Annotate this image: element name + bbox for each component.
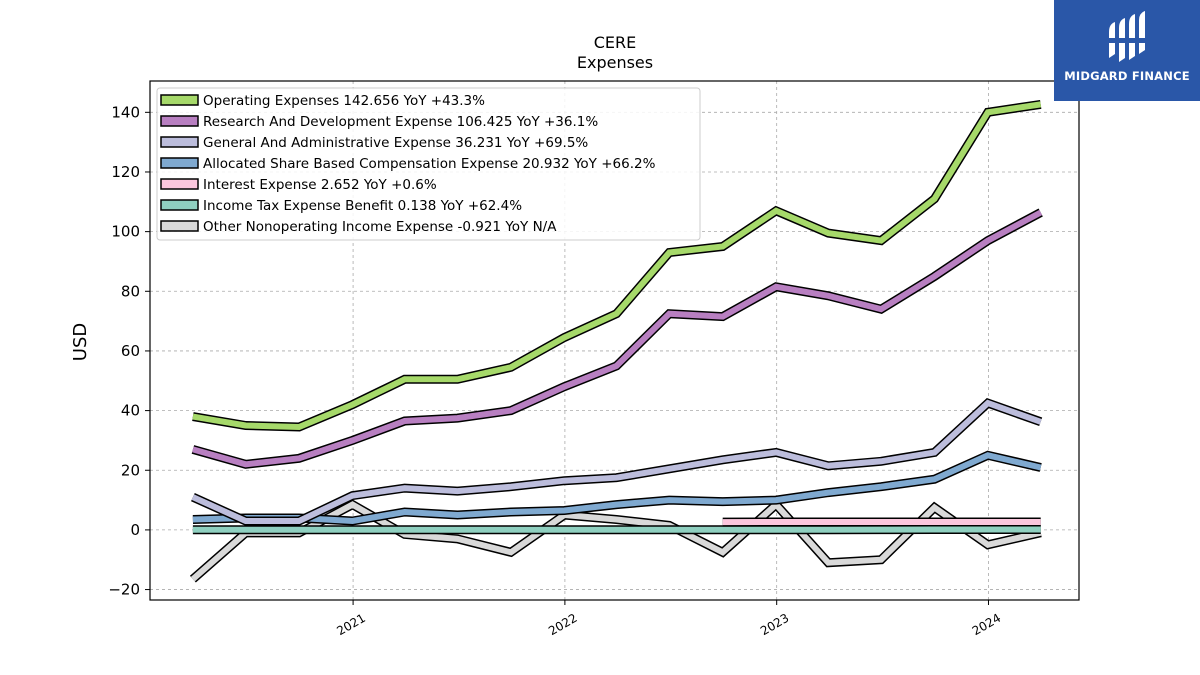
y-axis-label: USD xyxy=(70,323,91,361)
y-tick-label: −20 xyxy=(108,581,140,599)
legend: Operating Expenses 142.656 YoY +43.3% Res… xyxy=(156,87,701,241)
series-line xyxy=(190,500,1042,582)
legend-swatch xyxy=(160,157,199,169)
legend-swatch xyxy=(160,220,199,232)
legend-entry: Other Nonoperating Income Expense -0.921… xyxy=(203,219,557,235)
series-line xyxy=(192,209,1043,468)
x-tick-label: 2022 xyxy=(546,611,579,638)
series-line xyxy=(192,452,1042,525)
y-tick-label: 0 xyxy=(130,521,140,539)
y-tick-label: 60 xyxy=(121,342,140,360)
series-research-and-development-expense xyxy=(191,208,1043,469)
logo-text: MIDGARD FINANCE xyxy=(1064,69,1190,83)
legend-box xyxy=(156,87,701,241)
chart-subtitle: Expenses xyxy=(577,53,653,72)
x-tick-label: 2024 xyxy=(970,611,1003,638)
series-operating-expenses xyxy=(192,99,1042,432)
legend-entry: Interest Expense 2.652 YoY +0.6% xyxy=(203,177,437,193)
legend-entry: General And Administrative Expense 36.23… xyxy=(203,135,588,151)
series-allocated-share-based-compensation-expense xyxy=(192,450,1042,526)
y-tick-label: 20 xyxy=(121,461,140,479)
legend-entry: Income Tax Expense Benefit 0.138 YoY +62… xyxy=(203,198,522,214)
x-tick-label: 2023 xyxy=(758,611,791,638)
legend-entry: Allocated Share Based Compensation Expen… xyxy=(203,156,656,172)
series-line xyxy=(191,399,1042,524)
y-tick-label: 140 xyxy=(111,103,140,121)
series-line xyxy=(192,101,1042,431)
legend-swatch xyxy=(160,94,199,106)
legend-swatch xyxy=(160,199,199,211)
series-general-and-administrative-expense xyxy=(191,397,1043,526)
series-lines xyxy=(189,99,1043,583)
legend-swatch xyxy=(160,178,199,190)
chart-title: CERE xyxy=(594,33,637,52)
x-tick-label: 2021 xyxy=(334,611,367,638)
legend-swatch xyxy=(160,115,199,127)
legend-entry: Operating Expenses 142.656 YoY +43.3% xyxy=(203,93,485,109)
midgard-finance-logo: MIDGARD FINANCE xyxy=(1054,0,1200,101)
legend-entry: Research And Development Expense 106.425… xyxy=(203,114,598,130)
legend-swatch xyxy=(160,136,199,148)
y-tick-label: 80 xyxy=(121,282,140,300)
plot-frame xyxy=(149,80,1080,601)
y-tick-label: 120 xyxy=(111,163,140,181)
y-tick-label: 40 xyxy=(121,402,140,420)
series-other-nonoperating-income-expense xyxy=(189,498,1042,583)
y-tick-label: 100 xyxy=(111,223,140,241)
midgard-logo-icon xyxy=(1107,11,1147,62)
series-line-outline xyxy=(191,208,1043,469)
